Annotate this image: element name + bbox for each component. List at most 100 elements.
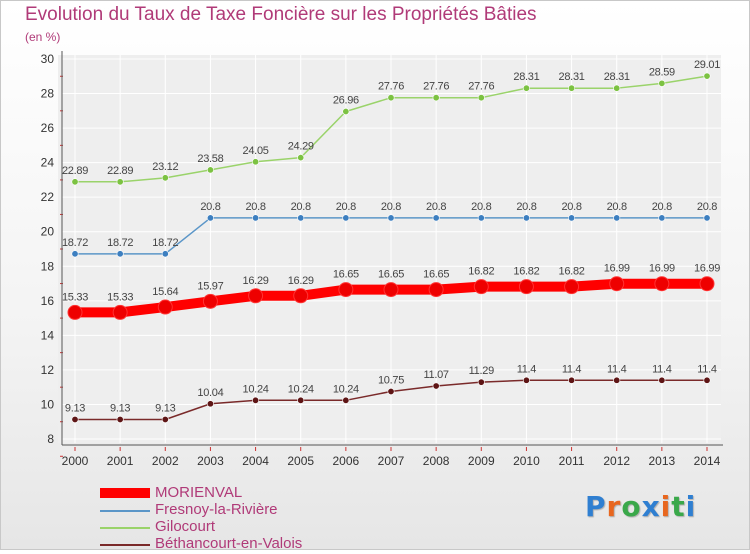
- data-point: [116, 415, 124, 423]
- data-label: 27.76: [423, 81, 449, 93]
- data-label: 20.8: [471, 201, 491, 213]
- data-label: 28.31: [513, 71, 539, 83]
- data-point: [613, 214, 621, 222]
- data-point: [252, 158, 260, 166]
- y-tick-label: 28: [41, 87, 55, 101]
- legend-swatch: [100, 527, 150, 529]
- data-point: [71, 178, 79, 186]
- data-point: [252, 396, 260, 404]
- data-label: 22.89: [107, 165, 133, 177]
- x-tick-label: 2007: [378, 454, 405, 468]
- data-point: [568, 84, 576, 92]
- logo-letter: x: [641, 490, 661, 523]
- data-label: 18.72: [152, 237, 178, 249]
- data-point: [564, 279, 580, 295]
- data-point: [428, 282, 444, 298]
- y-tick-label: 22: [41, 190, 55, 204]
- data-point: [202, 293, 218, 309]
- legend-label: Gilocourt: [155, 518, 216, 535]
- data-point: [206, 400, 214, 408]
- data-point: [703, 214, 711, 222]
- data-point: [383, 282, 399, 298]
- data-label: 18.72: [107, 237, 133, 249]
- data-label: 24.29: [288, 141, 314, 153]
- x-tick-label: 2014: [694, 454, 721, 468]
- logo-letter: r: [606, 490, 622, 523]
- data-point: [161, 250, 169, 258]
- data-label: 10.24: [333, 383, 359, 395]
- data-point: [342, 108, 350, 116]
- data-point: [116, 178, 124, 186]
- data-label: 16.29: [288, 275, 314, 287]
- data-label: 24.05: [243, 145, 269, 157]
- x-tick-label: 2009: [468, 454, 495, 468]
- data-label: 20.8: [200, 201, 220, 213]
- x-tick-label: 2008: [423, 454, 450, 468]
- logo-letter: o: [621, 490, 642, 523]
- data-label: 10.04: [197, 387, 223, 399]
- logo-letter: i: [660, 490, 672, 523]
- data-point: [609, 276, 625, 292]
- y-tick-label: 24: [41, 156, 55, 170]
- y-tick-label: 8: [47, 432, 54, 446]
- logo-letter: P: [585, 490, 607, 523]
- data-point: [293, 288, 309, 304]
- data-point: [432, 94, 440, 102]
- data-point: [297, 214, 305, 222]
- plot-area: [58, 55, 721, 443]
- unit-label: (en %): [25, 30, 61, 44]
- data-label: 20.8: [245, 201, 265, 213]
- x-tick-label: 2013: [649, 454, 676, 468]
- logo-letter: t: [671, 490, 686, 523]
- data-point: [654, 276, 670, 292]
- data-point: [71, 415, 79, 423]
- data-label: 16.82: [513, 266, 539, 278]
- data-point: [387, 387, 395, 395]
- data-point: [387, 214, 395, 222]
- legend-item: Gilocourt: [100, 518, 420, 537]
- data-point: [67, 304, 83, 320]
- legend-label: Béthancourt-en-Valois: [155, 535, 303, 552]
- data-point: [568, 214, 576, 222]
- data-label: 16.29: [243, 275, 269, 287]
- x-tick-label: 2010: [513, 454, 540, 468]
- chart-title: Evolution du Taux de Taxe Foncière sur l…: [25, 4, 537, 25]
- data-point: [522, 84, 530, 92]
- data-label: 28.31: [604, 71, 630, 83]
- data-label: 20.8: [561, 201, 581, 213]
- data-point: [522, 376, 530, 384]
- data-label: 15.33: [107, 291, 133, 303]
- data-label: 27.76: [468, 81, 494, 93]
- x-tick-label: 2001: [107, 454, 134, 468]
- proxiti-logo: Proxiti: [585, 490, 696, 523]
- data-label: 16.99: [649, 263, 675, 275]
- legend-label: Fresnoy-la-Rivière: [155, 501, 278, 518]
- x-tick-label: 2011: [559, 454, 585, 468]
- data-label: 9.13: [155, 402, 175, 414]
- logo-letter: i: [685, 490, 697, 523]
- data-point: [432, 382, 440, 390]
- y-tick-label: 14: [41, 328, 55, 342]
- y-tick-label: 26: [41, 121, 55, 135]
- x-tick-label: 2000: [62, 454, 89, 468]
- data-label: 10.24: [288, 383, 314, 395]
- data-point: [477, 94, 485, 102]
- data-point: [161, 415, 169, 423]
- data-label: 22.89: [62, 165, 88, 177]
- data-point: [518, 279, 534, 295]
- legend-item: Béthancourt-en-Valois: [100, 535, 420, 554]
- data-label: 28.59: [649, 66, 675, 78]
- data-label: 16.65: [423, 269, 449, 281]
- legend-item: MORIENVAL: [100, 484, 420, 503]
- legend-label: MORIENVAL: [155, 484, 243, 501]
- data-point: [206, 214, 214, 222]
- data-point: [658, 376, 666, 384]
- data-label: 20.8: [336, 201, 356, 213]
- data-label: 20.8: [652, 201, 672, 213]
- data-label: 20.8: [291, 201, 311, 213]
- data-point: [387, 94, 395, 102]
- data-point: [248, 288, 264, 304]
- data-point: [161, 174, 169, 182]
- data-label: 15.64: [152, 286, 178, 298]
